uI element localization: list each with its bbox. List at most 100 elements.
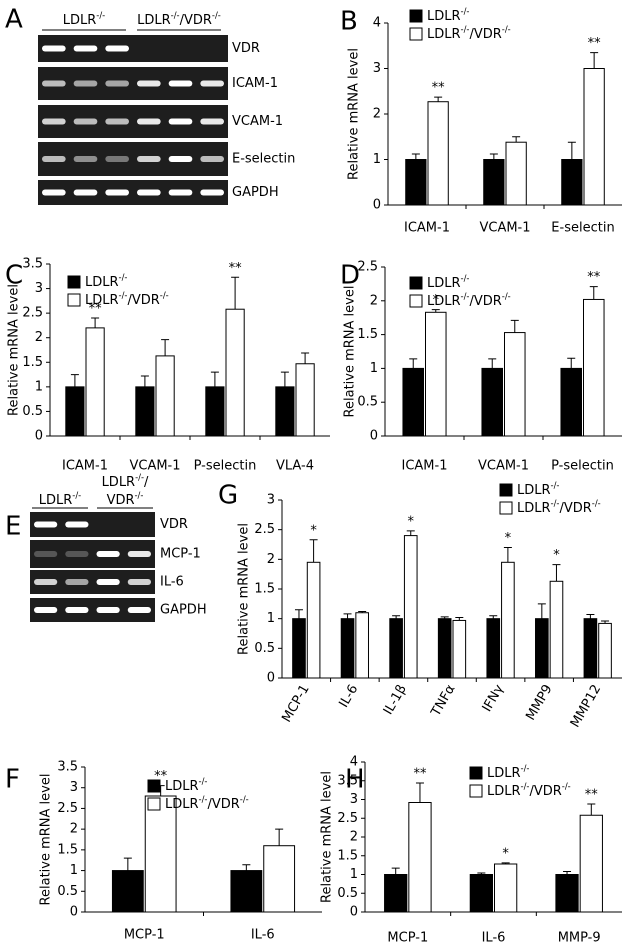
gel-strip — [38, 35, 228, 62]
panel-letter: A — [5, 5, 23, 35]
error-bar — [488, 358, 497, 369]
error-bar — [552, 564, 561, 582]
gel-row-label: VDR — [160, 517, 188, 532]
error-bar — [70, 374, 79, 387]
legend-swatch — [499, 483, 513, 497]
y-tick-label: 2 — [370, 293, 378, 308]
bar — [561, 159, 583, 206]
bar — [583, 618, 598, 679]
legend-swatch — [147, 797, 161, 811]
y-tick-label: 1 — [373, 152, 381, 167]
x-tick-label: MMP-9 — [558, 931, 601, 946]
bar — [504, 332, 526, 437]
x-tick-label: ICAM-1 — [402, 459, 448, 474]
y-tick-label: 0 — [350, 905, 358, 920]
y-tick-label: 0.5 — [22, 404, 43, 419]
legend-label: LDLR-/- — [487, 763, 529, 781]
bar — [295, 363, 315, 437]
y-axis-label: Relative mRNA level — [39, 774, 54, 906]
y-tick-label: 1.5 — [57, 842, 78, 857]
error-bar — [406, 530, 415, 536]
group-label: LDLR-/-/ — [102, 472, 149, 490]
bar — [405, 159, 427, 206]
gel-band — [168, 189, 193, 196]
bar — [275, 386, 295, 437]
error-bar — [601, 620, 610, 624]
error-bar — [280, 371, 289, 387]
gel-band — [34, 551, 58, 557]
y-tick-label: 2.5 — [57, 801, 78, 816]
gel-strip — [38, 67, 228, 100]
bar — [425, 311, 447, 437]
y-tick-label: 2.5 — [357, 260, 378, 275]
error-bar — [392, 615, 401, 619]
error-bar — [567, 357, 576, 369]
gel-row-label: VDR — [232, 41, 260, 56]
legend-swatch — [147, 779, 161, 793]
gel-band — [137, 156, 161, 162]
legend-swatch — [469, 784, 483, 798]
bar — [384, 874, 408, 913]
gel-band — [34, 579, 58, 585]
legend-label: LDLR-/-/VDR-/- — [427, 24, 511, 42]
y-tick-label: 3 — [70, 780, 78, 795]
y-tick-label: 0.5 — [337, 886, 358, 901]
legend-swatch — [67, 293, 81, 307]
significance-mark: ** — [432, 81, 446, 96]
x-tick-label: MCP-1 — [387, 931, 428, 946]
gel-band — [127, 551, 151, 557]
group-label: VDR-/- — [107, 490, 144, 508]
y-tick-label: 2.5 — [254, 522, 275, 537]
gel-band — [42, 45, 66, 52]
significance-mark: ** — [588, 36, 602, 51]
bar — [306, 561, 321, 679]
x-tick-label: IFNγ — [480, 682, 508, 715]
y-axis-label: Relative mRNA level — [7, 284, 22, 416]
y-tick-label: 3 — [373, 61, 381, 76]
panel-letter: C — [5, 261, 23, 291]
x-tick-label: IL-6 — [482, 931, 506, 946]
error-bar — [91, 317, 100, 328]
bar — [598, 622, 612, 679]
bar — [437, 618, 452, 679]
significance-mark: * — [433, 293, 440, 308]
y-tick-label: 1 — [267, 611, 275, 626]
error-bar — [489, 615, 498, 619]
gel-band — [200, 118, 224, 125]
x-tick-label: MMP9 — [523, 682, 555, 723]
y-tick-label: 3.5 — [57, 760, 78, 775]
legend-label: LDLR-/- — [165, 776, 207, 794]
y-tick-label: 0.5 — [254, 641, 275, 656]
error-bar — [161, 339, 170, 356]
bar — [340, 618, 355, 679]
gel-band — [65, 607, 89, 613]
legend-label: LDLR-/-/VDR-/- — [427, 291, 511, 309]
error-bar — [537, 603, 546, 619]
gel-band — [34, 521, 58, 528]
error-bar — [210, 371, 219, 387]
legend-label: LDLR-/- — [85, 272, 127, 290]
panel-letter: H — [345, 765, 365, 795]
group-label: LDLR-/-/VDR-/- — [137, 10, 221, 28]
gel-band — [73, 118, 98, 125]
group-label: LDLR-/- — [39, 490, 81, 508]
gel-row-label: GAPDH — [232, 185, 279, 200]
legend-swatch — [409, 9, 423, 23]
gel-band — [200, 80, 224, 87]
bar — [225, 308, 245, 437]
error-bar — [431, 309, 440, 313]
error-bar — [409, 358, 418, 369]
error-bar — [434, 96, 443, 102]
gel-strip — [38, 105, 228, 138]
gel-row-label: IL-6 — [160, 575, 184, 590]
legend-label: LDLR-/-/VDR-/- — [85, 290, 169, 308]
significance-mark: ** — [587, 270, 601, 285]
gel-strip — [38, 142, 228, 176]
x-tick-label: VCAM-1 — [129, 459, 180, 474]
error-bar — [590, 52, 599, 69]
gel-band — [105, 156, 129, 162]
x-tick-label: VCAM-1 — [478, 459, 529, 474]
bar — [505, 141, 527, 206]
error-bar — [123, 857, 132, 871]
gel-band — [73, 189, 98, 196]
